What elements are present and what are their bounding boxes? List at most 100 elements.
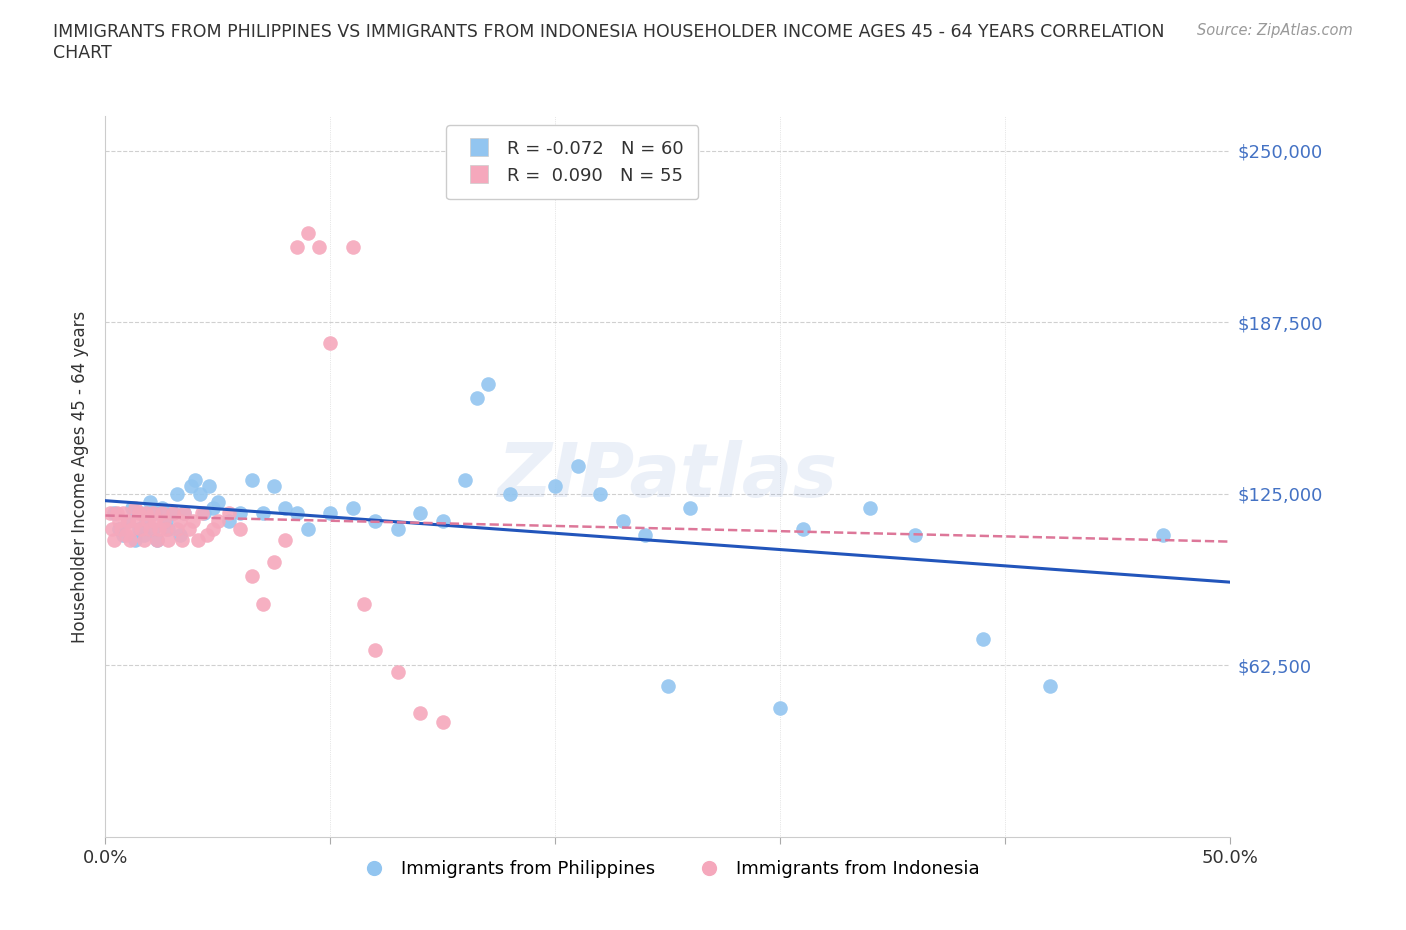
Y-axis label: Householder Income Ages 45 - 64 years: Householder Income Ages 45 - 64 years (72, 311, 90, 643)
Point (120, 533, 142, 548)
Point (202, 522, 225, 537)
Point (198, 478, 221, 493)
Point (207, 513, 229, 528)
Point (173, 506, 195, 521)
Point (972, 631, 994, 646)
Point (589, 486, 612, 501)
Point (409, 706, 432, 721)
Point (634, 527, 657, 542)
Point (184, 472, 207, 487)
Point (769, 700, 792, 715)
Point (103, 533, 125, 548)
Point (274, 500, 297, 515)
Point (180, 478, 202, 493)
Point (143, 506, 166, 521)
Point (110, 522, 132, 537)
Point (124, 500, 146, 515)
Point (904, 527, 927, 542)
Point (143, 513, 166, 528)
Point (263, 478, 285, 493)
Point (146, 533, 169, 548)
Point (117, 513, 139, 528)
Point (465, 391, 488, 405)
Point (1152, 527, 1174, 542)
Point (657, 679, 679, 694)
Text: Source: ZipAtlas.com: Source: ZipAtlas.com (1197, 23, 1353, 38)
Point (117, 513, 139, 528)
Point (792, 522, 814, 537)
Point (112, 527, 135, 542)
Point (308, 239, 330, 254)
Point (240, 472, 263, 487)
Point (162, 506, 184, 521)
Point (274, 533, 297, 548)
Point (364, 643, 387, 658)
Point (297, 522, 319, 537)
Point (142, 522, 165, 537)
Point (125, 513, 148, 528)
Text: CHART: CHART (53, 44, 112, 61)
Point (319, 506, 342, 521)
Point (173, 506, 195, 521)
Point (169, 527, 191, 542)
Point (1039, 679, 1062, 694)
Point (157, 522, 180, 537)
Point (252, 596, 274, 611)
Point (114, 527, 136, 542)
Point (177, 522, 200, 537)
Point (353, 596, 375, 611)
Point (150, 500, 173, 515)
Point (188, 486, 211, 501)
Point (121, 500, 143, 515)
Point (121, 522, 143, 537)
Point (342, 239, 364, 254)
Point (263, 555, 285, 570)
Point (432, 513, 454, 528)
Point (285, 506, 308, 521)
Point (342, 500, 364, 515)
Text: IMMIGRANTS FROM PHILIPPINES VS IMMIGRANTS FROM INDONESIA HOUSEHOLDER INCOME AGES: IMMIGRANTS FROM PHILIPPINES VS IMMIGRANT… (53, 23, 1166, 41)
Point (364, 513, 387, 528)
Point (105, 506, 128, 521)
Point (499, 486, 522, 501)
Point (679, 500, 702, 515)
Point (132, 527, 155, 542)
Point (285, 239, 308, 254)
Point (191, 506, 214, 521)
Point (218, 513, 240, 528)
Point (128, 506, 150, 521)
Point (193, 506, 215, 521)
Point (135, 513, 157, 528)
Text: ZIPatlas: ZIPatlas (498, 440, 838, 513)
Point (153, 513, 176, 528)
Point (218, 506, 240, 521)
Point (297, 225, 319, 240)
Point (166, 522, 188, 537)
Point (187, 533, 209, 548)
Point (477, 377, 499, 392)
Point (146, 533, 169, 548)
Point (157, 533, 180, 548)
Point (387, 665, 409, 680)
Point (195, 527, 218, 542)
Point (155, 513, 177, 528)
Point (124, 533, 146, 548)
Point (135, 506, 157, 521)
Point (170, 533, 193, 548)
Point (150, 506, 173, 521)
Point (128, 522, 150, 537)
Point (112, 506, 135, 521)
Point (432, 714, 454, 729)
Point (409, 506, 432, 521)
Point (202, 500, 225, 515)
Point (139, 522, 162, 537)
Point (148, 522, 170, 537)
Point (136, 513, 159, 528)
Legend: Immigrants from Philippines, Immigrants from Indonesia: Immigrants from Philippines, Immigrants … (349, 853, 987, 885)
Point (207, 495, 229, 510)
Point (132, 533, 155, 548)
Point (229, 506, 252, 521)
Point (169, 513, 191, 528)
Point (166, 486, 188, 501)
Point (103, 506, 125, 521)
